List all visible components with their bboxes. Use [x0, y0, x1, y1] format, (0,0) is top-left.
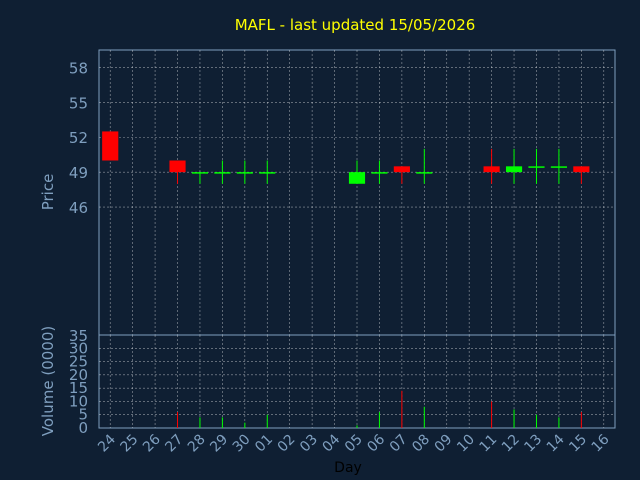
price-tick-label: 55 — [69, 94, 88, 112]
chart-title: MAFL - last updated 15/05/2026 — [235, 16, 476, 34]
price-frame — [98, 49, 616, 336]
volume-tick-label: 25 — [69, 353, 88, 371]
candle-body — [214, 172, 231, 174]
x-tick-label: 28 — [185, 432, 209, 456]
x-tick-label: 14 — [544, 431, 568, 455]
x-tick-label: 03 — [297, 432, 321, 456]
volume-tick-label: 20 — [69, 366, 88, 384]
x-tick-label: 26 — [140, 431, 164, 455]
x-tick-label: 16 — [589, 431, 613, 455]
candle-body — [550, 166, 567, 168]
x-tick-label: 24 — [95, 431, 119, 455]
volume-tick-label: 5 — [78, 406, 88, 424]
x-tick-label: 10 — [454, 432, 478, 456]
candle-body — [348, 172, 366, 184]
candle-body — [259, 172, 276, 174]
candle-body — [528, 166, 545, 168]
x-tick-label: 08 — [409, 432, 433, 456]
price-axis-label: Price — [39, 174, 57, 211]
candle-body — [393, 166, 410, 173]
x-tick-label: 05 — [342, 432, 366, 456]
x-tick-label: 02 — [275, 432, 299, 456]
volume-axis-label: Volume (0000) — [39, 326, 57, 436]
candle-body — [573, 166, 590, 173]
x-tick-label: 04 — [319, 431, 343, 455]
x-tick-label: 12 — [499, 432, 523, 456]
candle-body — [102, 131, 119, 161]
x-tick-label: 06 — [364, 431, 388, 455]
x-tick-label: 29 — [207, 432, 231, 456]
price-tick-label: 52 — [69, 129, 88, 147]
candle-body — [505, 166, 523, 173]
price-tick-label: 46 — [69, 199, 88, 217]
x-tick-label: 11 — [477, 432, 501, 456]
x-tick-label: 09 — [432, 432, 456, 456]
price-panel: 35 46 49 52 55 58 — [69, 49, 616, 345]
x-axis-label: Day — [334, 460, 362, 476]
price-tick-label: 35 — [69, 327, 88, 345]
x-tick-label: 07 — [387, 432, 411, 456]
x-tick-label: 25 — [118, 432, 142, 456]
candle-body — [236, 172, 253, 174]
candle-body — [483, 166, 500, 173]
x-tick-label: 30 — [230, 432, 254, 456]
candle-body — [371, 172, 388, 174]
x-tick-label: 15 — [566, 432, 590, 456]
x-axis-ticks: 2425262728293001020304050607080910111213… — [95, 431, 613, 455]
candle-body — [191, 172, 209, 174]
volume-tick-label: 30 — [69, 339, 88, 357]
price-tick-label: 49 — [69, 164, 88, 182]
price-tick-label: 58 — [69, 59, 88, 77]
volume-tick-label: 10 — [69, 392, 88, 410]
volume-tick-label: 15 — [69, 379, 88, 397]
candle-body — [416, 172, 433, 174]
x-tick-label: 27 — [162, 432, 186, 456]
x-tick-label: 13 — [521, 432, 545, 456]
volume-tick-label: 0 — [78, 419, 88, 437]
candle-body — [169, 160, 186, 173]
x-tick-label: 01 — [252, 432, 276, 456]
